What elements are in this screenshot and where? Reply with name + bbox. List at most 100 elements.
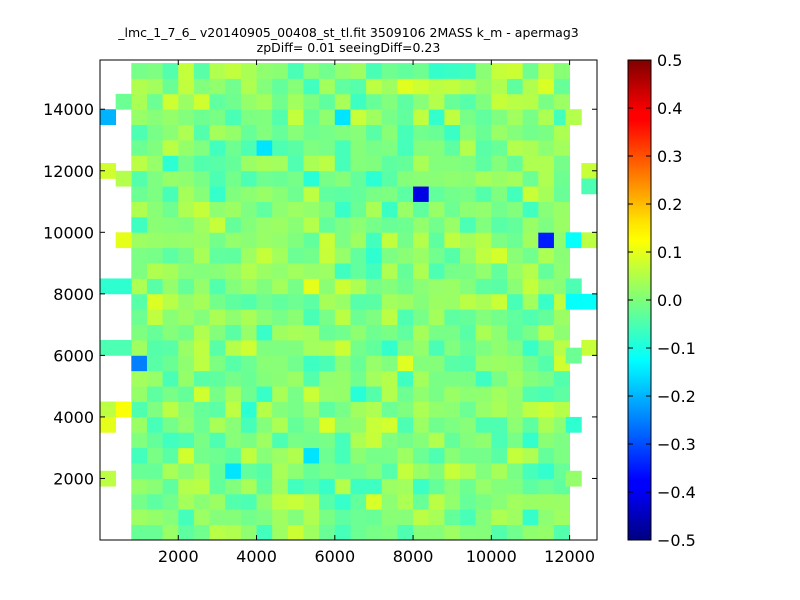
heatmap-cell — [413, 340, 430, 356]
heatmap-cell — [460, 340, 477, 356]
heatmap-cell — [506, 109, 524, 126]
heatmap-cell — [381, 493, 398, 510]
heatmap-cell — [350, 293, 367, 310]
heatmap-cell — [193, 386, 210, 402]
heatmap-cell — [381, 186, 398, 202]
heatmap-cell — [428, 247, 445, 264]
heatmap-cell — [381, 263, 398, 279]
heatmap-cell — [397, 416, 414, 433]
heatmap-cell — [272, 263, 289, 279]
heatmap-cell — [397, 232, 414, 249]
heatmap-cell — [131, 109, 148, 126]
heatmap-cell — [522, 78, 539, 95]
heatmap-cell — [240, 201, 257, 218]
heatmap-cell — [225, 155, 242, 172]
heatmap-cell — [209, 463, 226, 479]
heatmap-cell — [460, 416, 477, 433]
heatmap-cell — [366, 186, 383, 202]
heatmap-cell — [131, 216, 148, 233]
heatmap-cell — [334, 63, 351, 79]
heatmap-cell — [428, 401, 445, 418]
heatmap-cell — [319, 493, 336, 510]
heatmap-cell — [193, 324, 210, 341]
heatmap-cell — [538, 309, 555, 326]
heatmap-cell — [178, 216, 195, 233]
heatmap-cell — [475, 401, 492, 418]
heatmap-cell — [319, 524, 336, 540]
heatmap-cell — [146, 355, 164, 372]
plot-frame — [99, 59, 598, 541]
heatmap-cell — [538, 432, 555, 449]
heatmap-cell — [334, 140, 351, 156]
heatmap-cell — [444, 109, 461, 126]
heatmap-cell — [538, 340, 555, 356]
heatmap-cell — [209, 386, 226, 402]
heatmap-cell — [428, 340, 445, 356]
heatmap-cell — [491, 140, 508, 156]
heatmap-cell — [225, 63, 242, 79]
heatmap-cell — [146, 232, 164, 249]
heatmap-cell — [240, 340, 257, 356]
heatmap-cell — [334, 509, 351, 526]
heatmap-cell — [162, 63, 179, 79]
heatmap-cell — [491, 416, 508, 433]
heatmap-cell — [240, 263, 257, 279]
heatmap-cell — [162, 524, 179, 540]
heatmap-cell — [256, 186, 273, 202]
heatmap-cell — [397, 170, 414, 187]
heatmap-cell — [366, 463, 383, 479]
heatmap-cell — [272, 493, 289, 510]
heatmap-cell — [413, 324, 430, 341]
heatmap-cell — [287, 524, 304, 540]
heatmap-cell — [240, 140, 257, 156]
x-tick-label: 8000 — [393, 547, 434, 566]
heatmap-cell — [193, 355, 210, 372]
heatmap-cell — [131, 401, 148, 418]
heatmap-cell — [256, 524, 273, 540]
heatmap-cell — [581, 178, 597, 195]
colorbar-axis: −0.5 −0.4 −0.3 −0.2 −0.1 0.0 0.1 0.2 0.3 0.4 0.5 — [628, 51, 696, 550]
heatmap-cell — [334, 493, 351, 510]
heatmap-cell — [193, 63, 210, 79]
heatmap-cell — [350, 216, 367, 233]
heatmap-cell — [428, 232, 445, 249]
heatmap-cell — [428, 201, 445, 218]
x-tick-label: 12000 — [544, 547, 595, 566]
heatmap-cell — [565, 278, 582, 295]
heatmap-cell — [256, 416, 273, 433]
heatmap-cell — [240, 309, 257, 326]
heatmap-cell — [272, 247, 289, 264]
heatmap-cell — [522, 524, 539, 540]
heatmap-cell — [444, 432, 461, 449]
heatmap-cell — [522, 370, 539, 387]
heatmap-cell — [522, 463, 539, 479]
heatmap-cell — [193, 216, 210, 233]
heatmap-cell — [334, 278, 351, 295]
heatmap-cell — [366, 124, 383, 141]
heatmap-cell — [240, 432, 257, 449]
heatmap-cell — [475, 432, 492, 449]
heatmap-cell — [350, 93, 367, 110]
heatmap-cell — [209, 278, 226, 295]
heatmap-cell — [506, 355, 524, 372]
heatmap-cell — [553, 370, 570, 387]
heatmap-cell — [178, 432, 195, 449]
heatmap-cell — [538, 293, 555, 310]
heatmap-cell — [131, 263, 148, 279]
heatmap-cell — [444, 201, 461, 218]
heatmap-cell — [272, 201, 289, 218]
heatmap-cell — [491, 401, 508, 418]
heatmap-cell — [428, 140, 445, 156]
heatmap-cell — [522, 493, 539, 510]
heatmap-cell — [565, 347, 582, 364]
heatmap-cell — [413, 109, 430, 126]
heatmap-cell — [475, 63, 492, 79]
heatmap-cell — [366, 370, 383, 387]
heatmap-cell — [413, 232, 430, 249]
heatmap-cell — [146, 447, 164, 464]
heatmap-cell — [553, 63, 570, 79]
heatmap-cell — [460, 278, 477, 295]
heatmap-cell — [522, 509, 539, 526]
heatmap-cell — [240, 355, 257, 372]
heatmap-cell — [287, 293, 304, 310]
